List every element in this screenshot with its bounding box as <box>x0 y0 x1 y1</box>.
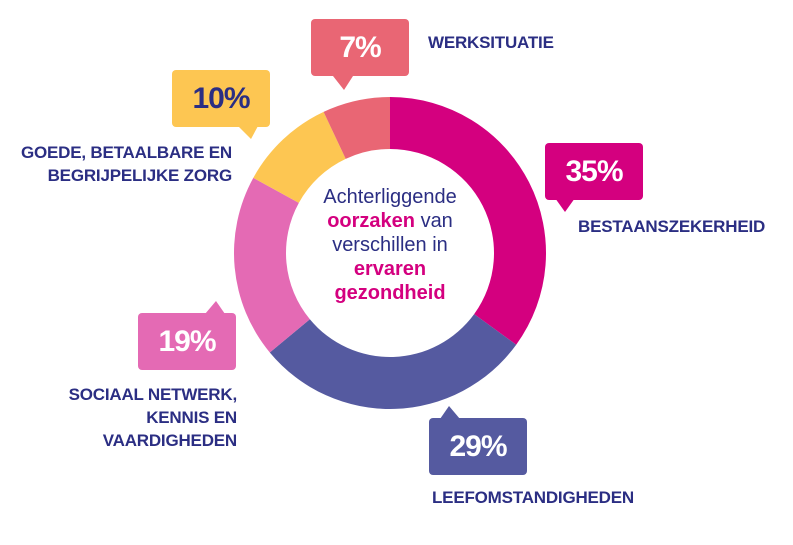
center-title-line: oorzaken van <box>290 209 490 233</box>
slice-sociaal-netwerk <box>234 177 310 353</box>
value-badge-sociaal-netwerk: 19% <box>138 313 236 370</box>
label-leefomstandigheden: LEEFOMSTANDIGHEDEN <box>432 488 634 507</box>
value-badge-leefomstandigheden: 29% <box>429 418 527 475</box>
label-sociaal-netwerk: SOCIAAL NETWERK, KENNIS EN VAARDIGHEDEN <box>68 383 238 452</box>
center-title-highlight: ervaren <box>353 258 427 280</box>
bubble-tail-werksituatie <box>333 76 353 90</box>
center-title-line: verschillen in <box>332 234 448 256</box>
slice-leefomstandigheden <box>269 314 517 409</box>
center-title-highlight: oorzaken <box>327 210 415 232</box>
value-badge-werksituatie: 7% <box>311 19 409 76</box>
slice-werksituatie <box>323 97 390 159</box>
label-line: BEGRIJPELIJKE ZORG <box>47 166 233 185</box>
value-badge-zorg: 10% <box>172 70 270 127</box>
label-line: GOEDE, BETAALBARE EN <box>20 143 232 162</box>
center-title-text: van <box>420 210 453 232</box>
label-line: VAARDIGHEDEN <box>102 431 237 450</box>
slice-bestaanszekerheid <box>390 97 546 345</box>
label-zorg: GOEDE, BETAALBARE EN BEGRIJPELIJKE ZORG <box>21 141 232 187</box>
center-title: Achterliggende oorzaken van verschillen … <box>290 185 490 305</box>
bubble-tail-bestaanszekerheid <box>555 198 575 212</box>
center-title-highlight: gezondheid <box>334 282 446 304</box>
label-line: SOCIAAL NETWERK, <box>68 385 238 404</box>
label-line: KENNIS EN <box>146 408 237 427</box>
bubble-tail-sociaal-netwerk <box>205 301 225 314</box>
bubble-tail-leefomstandigheden <box>440 406 460 419</box>
value-badge-bestaanszekerheid: 35% <box>545 143 643 200</box>
slice-zorg <box>253 111 346 203</box>
label-werksituatie: WERKSITUATIE <box>428 33 554 52</box>
center-title-line: Achterliggende <box>323 186 457 208</box>
label-bestaanszekerheid: BESTAANSZEKERHEID <box>578 217 766 236</box>
bubble-tail-zorg <box>238 126 258 139</box>
